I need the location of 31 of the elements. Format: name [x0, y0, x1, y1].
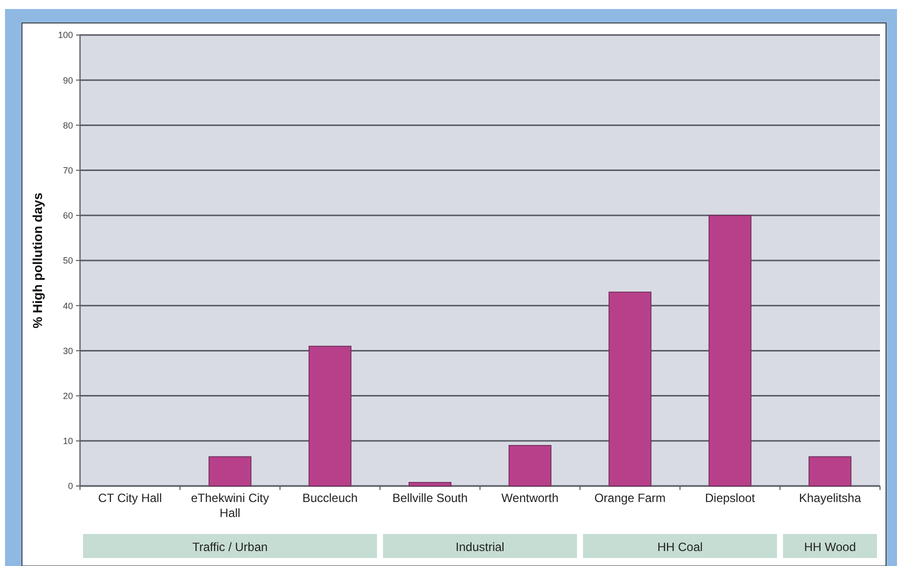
x-tick-label: Bellville South	[392, 491, 468, 505]
text: HH Wood	[804, 540, 856, 554]
x-tick-label: Wentworth	[501, 491, 559, 505]
x-tick-label: Orange Farm	[594, 491, 666, 505]
y-tick-label: 20	[62, 390, 73, 401]
y-tick-label: 80	[62, 120, 73, 130]
bar	[808, 456, 852, 486]
x-tick-label: Buccleuch	[302, 491, 358, 505]
y-tick-label: 40	[62, 300, 73, 311]
bar	[508, 445, 552, 486]
y-tick-label: 90	[62, 75, 73, 86]
y-tick-label: 10	[62, 436, 73, 446]
y-tick-label: 60	[62, 210, 73, 221]
y-tick-label: 100	[58, 30, 73, 40]
x-tick-label: Diepsloot	[704, 491, 756, 505]
x-tick-label: CT City Hall	[98, 491, 162, 505]
bar	[208, 456, 252, 486]
bar	[408, 482, 452, 486]
y-tick-label: 70	[62, 165, 73, 176]
y-tick-label: 30	[62, 346, 73, 356]
y-tick-label: 50	[62, 256, 73, 266]
x-tick-label: Khayelitsha	[798, 491, 862, 505]
bar	[308, 346, 352, 486]
text: Industrial	[456, 540, 504, 554]
x-tick-label: eThekwini City Hall	[190, 491, 270, 520]
bar	[608, 292, 652, 486]
text: Traffic / Urban	[192, 540, 268, 554]
text: HH Coal	[657, 540, 703, 554]
y-axis-title: % High pollution days	[30, 192, 45, 328]
y-tick-label: 0	[68, 481, 73, 492]
bar	[708, 215, 752, 486]
